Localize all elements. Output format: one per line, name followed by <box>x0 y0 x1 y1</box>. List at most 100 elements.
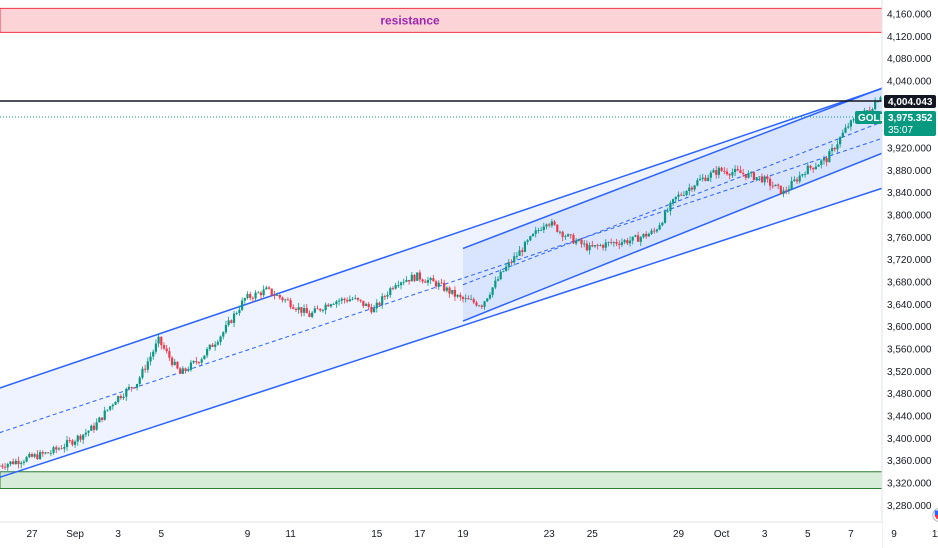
candle-down <box>289 300 292 308</box>
candle-up <box>246 294 249 299</box>
candle-up <box>57 448 61 450</box>
price-tick-label: 3,880.000 <box>887 166 932 177</box>
candle-down <box>362 300 365 306</box>
price-tick-label: 3,760.000 <box>887 233 932 244</box>
time-tick-label: 11 <box>932 529 938 540</box>
resistance-zone[interactable] <box>0 7 883 33</box>
inner-channel-lower-line[interactable] <box>462 130 938 322</box>
candle-up <box>669 202 672 211</box>
candle-down <box>795 179 799 182</box>
candle-down <box>785 190 788 192</box>
candle-up <box>483 301 486 307</box>
candle-down <box>356 297 360 300</box>
candle-up <box>830 147 834 152</box>
last-price-badge: 3,975.352 35:07 <box>884 111 936 137</box>
price-tick-label: 4,160.000 <box>887 9 932 20</box>
candle-up <box>464 298 467 299</box>
candle-down <box>71 440 74 445</box>
candle-up <box>265 287 268 290</box>
candle-up <box>394 285 397 289</box>
candle-up <box>469 299 473 301</box>
candle-down <box>162 345 166 349</box>
candle-up <box>731 172 734 176</box>
candle-up <box>181 368 184 374</box>
candle-up <box>187 369 190 371</box>
candle-up <box>529 236 532 241</box>
inner-channel-mid-line[interactable] <box>462 100 938 286</box>
candle-up <box>84 432 87 435</box>
candle-up <box>650 230 653 234</box>
candle-up <box>351 298 354 300</box>
support-zone[interactable] <box>0 471 883 490</box>
candle-down <box>453 289 457 297</box>
candle-down <box>170 357 174 365</box>
candle-down <box>548 224 551 226</box>
candle-up <box>828 151 831 163</box>
candle-up <box>817 164 820 167</box>
candle-down <box>160 336 163 346</box>
candle-down <box>459 294 462 298</box>
candle-up <box>488 294 492 299</box>
candle-up <box>302 308 306 313</box>
candle-up <box>518 250 521 256</box>
candle-down <box>585 243 589 251</box>
candle-up <box>154 343 158 352</box>
candle-up <box>0 465 1 467</box>
candle-up <box>208 344 211 350</box>
inner-channel-upper-line[interactable] <box>462 66 938 250</box>
candle-up <box>612 241 615 243</box>
main-channel-mid-line[interactable] <box>0 119 938 434</box>
candle-up <box>63 447 66 449</box>
candle-up <box>822 158 826 161</box>
candle-up <box>111 404 114 407</box>
candle-up <box>402 281 405 283</box>
candle-up <box>698 178 702 181</box>
candle-down <box>359 299 362 301</box>
candle-up <box>583 243 586 245</box>
price-axis[interactable]: 4,160.000 4,120.000 4,080.000 4,040.000 3,92… <box>881 0 938 548</box>
candle-down <box>391 288 395 290</box>
candle-up <box>550 221 553 226</box>
time-tick-label: 11 <box>285 529 296 540</box>
main-channel-upper-line[interactable] <box>0 69 938 389</box>
candle-up <box>399 282 403 286</box>
main-channel-lower-line[interactable] <box>0 169 938 479</box>
candle-up <box>332 304 335 305</box>
candle-up <box>763 176 766 183</box>
candle-up <box>879 97 882 102</box>
price-tick-label: 3,520.000 <box>887 367 932 378</box>
candle-down <box>133 387 136 389</box>
candle-up <box>49 452 52 454</box>
candle-up <box>564 236 567 238</box>
candle-up <box>545 224 548 227</box>
candle-down <box>812 167 815 170</box>
candle-down <box>230 320 233 323</box>
candle-down <box>768 178 772 186</box>
candle-down <box>704 177 707 181</box>
horizontal-line-value: 4,004.043 <box>888 97 933 108</box>
candle-up <box>674 196 677 200</box>
candle-up <box>685 190 688 196</box>
trend-channels[interactable] <box>0 66 938 479</box>
candle-up <box>804 174 807 175</box>
candle-up <box>534 230 537 234</box>
time-tick-label: Oct <box>714 529 730 540</box>
candle-down <box>281 297 284 301</box>
candle-up <box>593 245 597 247</box>
candle-up <box>505 266 508 271</box>
candle-up <box>494 280 497 288</box>
flag-canton-icon <box>934 510 938 515</box>
candle-down <box>739 170 742 173</box>
time-tick-label: 29 <box>673 529 685 540</box>
economic-events[interactable] <box>932 508 938 522</box>
candle-up <box>841 132 844 138</box>
time-tick-label: 25 <box>587 529 599 540</box>
candle-down <box>92 425 96 430</box>
price-tick-label: 4,040.000 <box>887 76 932 87</box>
candle-up <box>642 233 645 238</box>
candle-up <box>814 166 817 170</box>
candle-down <box>556 224 559 232</box>
time-axis[interactable]: 27Sep35911151719232529Oct357911131517 <box>0 521 938 548</box>
candle-up <box>219 336 222 343</box>
